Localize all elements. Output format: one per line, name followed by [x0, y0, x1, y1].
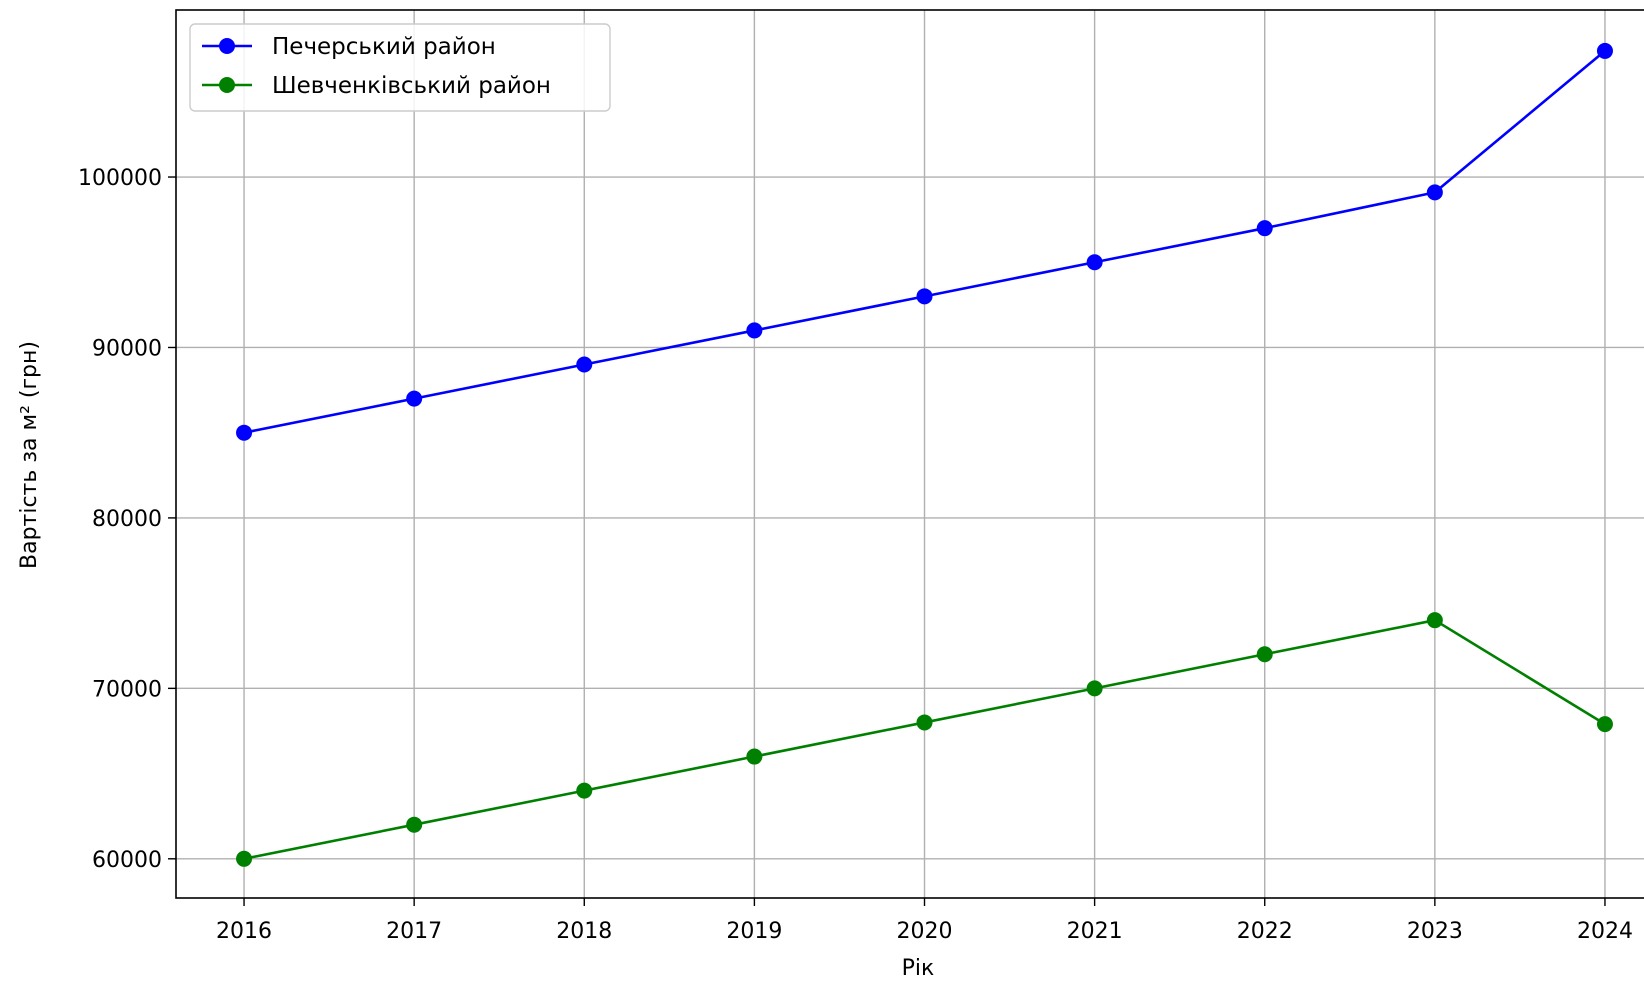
data-point [1086, 680, 1103, 697]
x-tick-label: 2021 [1067, 919, 1123, 944]
y-tick-label: 70000 [92, 677, 162, 702]
data-point [236, 850, 253, 867]
x-tick-label: 2017 [386, 919, 442, 944]
x-tick-label: 2024 [1577, 919, 1633, 944]
legend-item: Шевченківський район [202, 73, 551, 99]
y-tick-label: 60000 [92, 848, 162, 873]
legend-label: Печерський район [272, 34, 496, 60]
y-tick-label: 100000 [78, 166, 162, 191]
x-tick-label: 2020 [897, 919, 953, 944]
x-axis-label: Рік [902, 956, 935, 981]
data-point [746, 322, 763, 339]
x-tick-label: 2022 [1237, 919, 1293, 944]
data-point [916, 714, 933, 731]
series-group [236, 42, 1613, 867]
x-tick-label: 2016 [216, 919, 272, 944]
y-tick-label: 80000 [92, 507, 162, 532]
data-point [1596, 42, 1613, 59]
data-point [916, 288, 933, 305]
data-point [1426, 184, 1443, 201]
data-point [1256, 646, 1273, 663]
data-point [236, 424, 253, 441]
data-point [1256, 220, 1273, 237]
data-point [576, 782, 593, 799]
data-point [406, 390, 423, 407]
legend-box [189, 23, 611, 112]
x-tick-label: 2023 [1407, 919, 1463, 944]
x-tick-label: 2019 [726, 919, 782, 944]
data-point [1596, 716, 1613, 733]
y-tick-label: 90000 [92, 336, 162, 361]
data-point [406, 816, 423, 833]
data-point [1426, 612, 1443, 629]
y-axis-label: Вартість за м² (грн) [17, 341, 42, 569]
legend-item: Печерський район [202, 34, 496, 60]
x-tick-label: 2018 [556, 919, 612, 944]
grid [176, 10, 1644, 898]
series-1 [236, 42, 1613, 441]
legend-marker [219, 77, 235, 93]
data-point [746, 748, 763, 765]
ticks: 2016 2017 2018 2019 2020 2021 2022 2023 2024 6000… [78, 166, 1633, 944]
axes-frame [175, 9, 1644, 899]
legend-label: Шевченківський район [272, 73, 551, 99]
legend-marker [219, 38, 235, 54]
data-point [1086, 254, 1103, 271]
legend: Печерський район Шевченківський район [189, 23, 611, 112]
data-point [576, 356, 593, 373]
series-2 [236, 612, 1613, 867]
